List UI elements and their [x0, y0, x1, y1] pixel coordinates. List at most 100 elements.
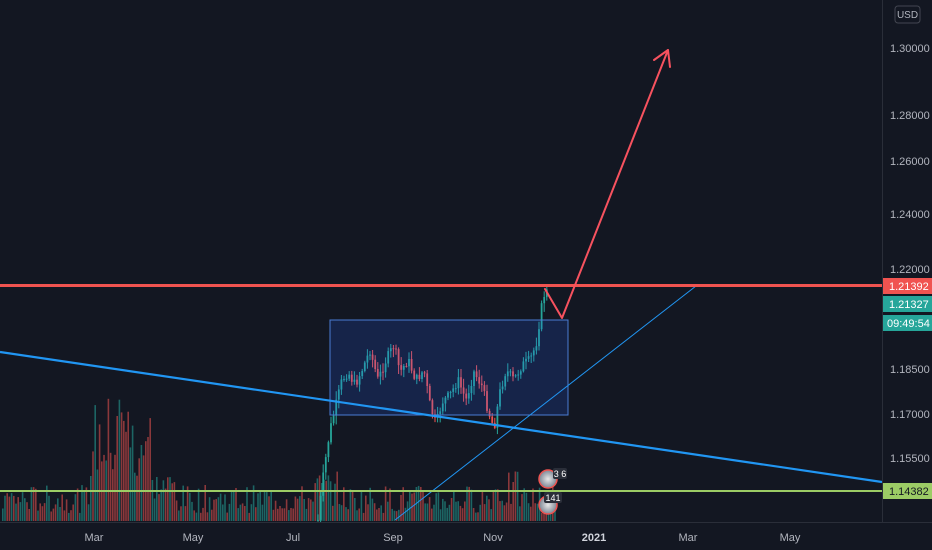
volume-bar — [389, 488, 391, 521]
currency-badge[interactable]: USD — [894, 5, 921, 24]
volume-bar — [76, 488, 79, 521]
volume-bar — [131, 425, 134, 521]
candles — [317, 285, 548, 525]
volume-bar — [318, 475, 321, 521]
volume-bar — [288, 510, 290, 521]
event-badge-upper-count: 3 6 — [554, 469, 567, 479]
volume-bar — [164, 488, 167, 521]
volume-bar — [345, 507, 347, 521]
candle-body — [369, 354, 371, 356]
volume-bar — [246, 487, 248, 521]
candle-body — [525, 358, 527, 362]
volume-bar — [532, 488, 534, 521]
volume-bar — [477, 512, 479, 521]
candle-body — [470, 386, 473, 394]
volume-bar — [153, 498, 156, 521]
candle-body — [366, 355, 369, 363]
volume-bar — [206, 512, 209, 521]
volume-bar — [57, 498, 59, 521]
volume-bar — [400, 495, 402, 521]
volume-bar — [301, 486, 303, 521]
candle-body — [457, 377, 460, 389]
volume-bar — [173, 482, 176, 521]
volume-bar — [171, 483, 173, 521]
volume-bars — [2, 398, 556, 522]
volume-bar — [428, 497, 431, 521]
candle-body — [501, 386, 504, 390]
volume-bar — [367, 504, 369, 521]
volume-bar — [373, 503, 376, 521]
volume-bar — [340, 505, 343, 521]
countdown-tag: 09:49:54 — [883, 315, 932, 331]
price-tick: 1.17000 — [890, 409, 930, 421]
volume-bar — [508, 472, 510, 521]
volume-bar — [347, 509, 349, 521]
price-tick: 1.28000 — [890, 110, 930, 122]
volume-bar — [138, 458, 140, 521]
volume-bar — [296, 498, 299, 521]
descending-trendline[interactable] — [0, 350, 883, 484]
time-tick: Nov — [483, 532, 503, 544]
volume-bar — [417, 485, 420, 521]
volume-bar — [380, 505, 382, 521]
candle-body — [465, 393, 468, 399]
ascending-trendline[interactable] — [394, 285, 697, 521]
consolidation-box[interactable] — [329, 319, 569, 416]
volume-bar — [525, 492, 528, 521]
volume-bar — [310, 499, 312, 521]
volume-bar — [266, 492, 268, 521]
volume-bar — [261, 504, 264, 521]
event-badge-lower[interactable]: 141 — [538, 492, 562, 515]
candle-body — [506, 371, 509, 377]
volume-bar — [39, 503, 41, 521]
volume-bar — [505, 502, 508, 521]
resistance-price-text: 1.21392 — [889, 281, 929, 293]
volume-bar — [360, 490, 363, 521]
volume-bar — [10, 493, 13, 521]
volume-bar — [235, 488, 237, 521]
price-tick: 1.24000 — [890, 209, 930, 221]
volume-bar — [391, 508, 393, 521]
volume-bar — [274, 500, 277, 521]
volume-bar — [61, 494, 63, 521]
volume-bar — [501, 500, 503, 521]
volume-bar — [490, 509, 492, 521]
volume-bar — [37, 510, 39, 521]
volume-bar — [263, 492, 266, 521]
volume-bar — [514, 471, 517, 521]
volume-bar — [46, 485, 48, 521]
price-tick: 1.30000 — [890, 43, 930, 55]
volume-bar — [54, 504, 57, 521]
price-axis[interactable] — [883, 0, 932, 522]
volume-bar — [448, 504, 451, 521]
projection-arrow[interactable] — [544, 49, 671, 319]
volume-bar — [415, 487, 418, 521]
candle-body — [530, 355, 533, 357]
volume-bar — [371, 498, 374, 521]
volume-bar — [239, 504, 242, 521]
volume-bar — [169, 477, 171, 521]
volume-bar — [48, 495, 50, 521]
candle-body — [392, 348, 395, 350]
candle-body — [413, 370, 416, 379]
candle-body — [423, 372, 426, 374]
volume-bar — [94, 405, 96, 521]
volume-bar — [72, 504, 74, 521]
volume-bar — [189, 492, 191, 521]
volume-bar — [13, 495, 15, 521]
volume-bar — [21, 492, 24, 521]
volume-bar — [494, 489, 497, 521]
volume-bar — [334, 483, 336, 521]
volume-bar — [6, 493, 8, 521]
volume-bar — [182, 485, 184, 521]
support-price-text: 1.14382 — [889, 486, 929, 498]
time-axis[interactable] — [0, 522, 932, 550]
candle-body — [418, 374, 421, 379]
candle-body — [527, 356, 530, 359]
event-badge-upper[interactable]: 3 6 — [538, 468, 567, 489]
last-price-tag: 1.21327 — [883, 296, 932, 312]
volume-bar — [114, 454, 116, 522]
volume-bar — [549, 507, 552, 521]
